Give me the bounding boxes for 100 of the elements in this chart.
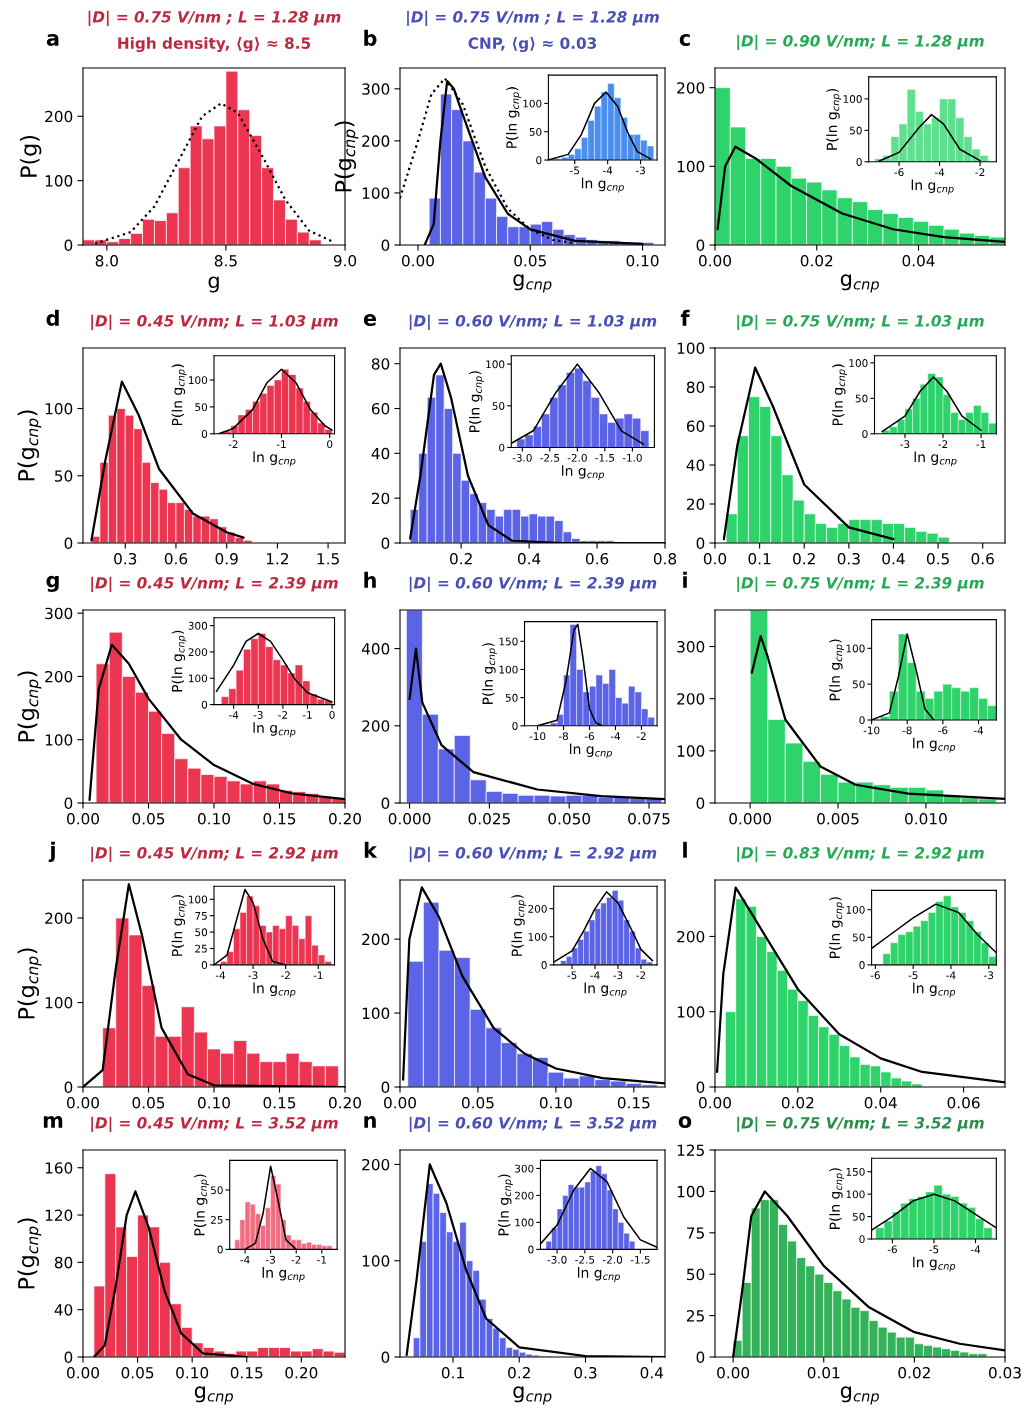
x-tick-label: 0.00 bbox=[67, 812, 99, 825]
x-axis-title: g$_{cnp}$ bbox=[840, 1386, 879, 1405]
x-axis-title: ln g$_{cnp}$ bbox=[913, 982, 956, 998]
x-tick-label: -3 bbox=[900, 440, 910, 449]
x-tick-label: -2.0 bbox=[567, 453, 587, 462]
x-tick-label: 0.2 bbox=[508, 1366, 530, 1379]
x-tick-label: -10 bbox=[863, 726, 880, 735]
x-axis-title: ln g$_{cnp}$ bbox=[253, 722, 296, 738]
y-tick-label: 0 bbox=[859, 961, 865, 969]
y-tick-label: 100 bbox=[45, 734, 73, 746]
x-tick-label: -4 bbox=[946, 971, 956, 980]
x-tick-label: -3 bbox=[253, 711, 263, 719]
x-tick-label: -1.5 bbox=[595, 454, 615, 462]
chart-title: |D| = 0.45 V/nm; L = 2.92 μm bbox=[91, 846, 338, 862]
y-tick-label: 75 bbox=[687, 1227, 704, 1239]
x-tick-label: -3.0 bbox=[512, 453, 532, 462]
y-axis-title: P(ln g$_{cnp}$) bbox=[826, 88, 842, 150]
y-tick-label: 50 bbox=[852, 680, 865, 689]
x-tick-label: -4 bbox=[610, 732, 621, 740]
chart-title: |D| = 0.60 V/nm; L = 1.03 μm bbox=[409, 314, 657, 330]
x-tick-label: 0.00 bbox=[717, 1366, 750, 1379]
x-tick-label: -1 bbox=[302, 711, 312, 719]
chart-title: |D| = 0.75 V/nm; L = 3.52 μm bbox=[737, 1116, 984, 1132]
x-tick-label: 0.00 bbox=[401, 254, 434, 267]
y-tick-label: 100 bbox=[362, 1007, 390, 1020]
x-tick-label: 0.000 bbox=[388, 812, 431, 825]
x-axis-title: g$_{cnp}$ bbox=[194, 1386, 233, 1405]
y-tick-label: 100 bbox=[846, 1190, 865, 1199]
y-tick-label: 200 bbox=[45, 912, 73, 925]
y-axis-title: P(ln g$_{cnp}$) bbox=[506, 87, 521, 148]
x-tick-label: 0.04 bbox=[864, 1096, 897, 1109]
y-tick-label: 0 bbox=[201, 700, 208, 709]
chart-title: |D| = 0.45 V/nm; L = 2.39 μm bbox=[91, 576, 338, 592]
x-axis-title: ln g$_{cnp}$ bbox=[581, 177, 624, 193]
x-tick-label: 0.10 bbox=[198, 812, 230, 825]
y-tick-label: 200 bbox=[362, 720, 390, 732]
y-axis-title: P(g$_{cnp}$) bbox=[17, 410, 42, 481]
x-tick-label: 0.025 bbox=[468, 812, 510, 825]
y-tick-label: 125 bbox=[677, 1144, 704, 1157]
x-axis-title: ln g$_{cnp}$ bbox=[570, 743, 612, 759]
x-tick-label: 0.4 bbox=[640, 1366, 664, 1379]
chart-title: |D| = 0.75 V/nm; L = 2.39 μm bbox=[737, 576, 984, 592]
y-tick-label: 20 bbox=[686, 498, 705, 511]
y-tick-label: 50 bbox=[211, 1186, 223, 1195]
y-tick-label: 25 bbox=[686, 1310, 704, 1322]
y-tick-label: 100 bbox=[362, 187, 390, 199]
x-axis-title: g$_{cnp}$ bbox=[513, 274, 552, 293]
y-tick-label: 200 bbox=[528, 904, 547, 913]
x-tick-label: -3 bbox=[984, 971, 994, 980]
x-tick-label: -3 bbox=[613, 971, 623, 980]
y-tick-label: 0 bbox=[381, 797, 390, 810]
x-tick-label: -5 bbox=[929, 1245, 939, 1254]
y-axis-title: P(ln g$_{cnp}$) bbox=[468, 371, 484, 432]
x-axis-title: g$_{cnp}$ bbox=[840, 274, 879, 293]
y-tick-label: 80 bbox=[686, 381, 705, 394]
x-tick-label: 0.0 bbox=[703, 552, 727, 565]
chart-title: |D| = 0.75 V/nm ; L = 1.28 μm bbox=[407, 10, 659, 26]
text: i bbox=[683, 571, 687, 588]
x-tick-label: 0.9 bbox=[215, 552, 238, 565]
x-tick-label: 0.6 bbox=[585, 552, 609, 565]
text: f bbox=[680, 309, 690, 326]
y-tick-label: 100 bbox=[677, 1185, 705, 1198]
x-tick-label: -6 bbox=[887, 1245, 897, 1254]
x-tick-label: -6 bbox=[938, 726, 948, 735]
y-tick-label: 60 bbox=[686, 420, 705, 433]
x-axis-title: g bbox=[208, 276, 219, 293]
text: l bbox=[683, 841, 687, 858]
x-tick-label: 0.20 bbox=[285, 1366, 318, 1379]
y-tick-label: 0 bbox=[381, 537, 390, 550]
x-tick-label: 0.5 bbox=[926, 552, 949, 565]
x-tick-label: 0.3 bbox=[837, 552, 860, 565]
y-tick-label: 80 bbox=[54, 1256, 73, 1269]
y-tick-label: 50 bbox=[195, 403, 208, 412]
x-tick-label: 0.000 bbox=[729, 812, 772, 825]
y-tick-label: 0 bbox=[64, 797, 73, 810]
y-tick-label: 20 bbox=[371, 492, 390, 505]
y-tick-label: 50 bbox=[855, 394, 868, 403]
y-tick-label: 300 bbox=[45, 607, 73, 620]
x-tick-label: -6 bbox=[870, 971, 880, 980]
y-axis-title: P(ln g$_{cnp}$) bbox=[171, 630, 187, 692]
y-tick-label: 0 bbox=[381, 1081, 390, 1094]
y-tick-label: 50 bbox=[505, 693, 518, 702]
y-tick-label: 100 bbox=[528, 933, 547, 941]
y-tick-label: 50 bbox=[852, 933, 865, 942]
y-tick-label: 0 bbox=[696, 1351, 705, 1364]
x-tick-label: 0.05 bbox=[514, 254, 546, 267]
y-tick-label: 0 bbox=[856, 158, 862, 166]
x-tick-label: -1.5 bbox=[630, 1255, 650, 1264]
x-tick-label: -10 bbox=[529, 732, 546, 741]
x-axis-title: ln g$_{cnp}$ bbox=[253, 451, 296, 467]
x-tick-label: 0.010 bbox=[905, 812, 947, 825]
x-tick-label: 0.06 bbox=[947, 1096, 980, 1109]
x-tick-label: -5 bbox=[570, 166, 580, 175]
y-tick-label: 80 bbox=[371, 358, 390, 370]
x-tick-label: 0.075 bbox=[628, 812, 670, 825]
x-tick-label: 0.6 bbox=[971, 552, 994, 565]
x-tick-label: -8 bbox=[902, 726, 912, 735]
x-tick-label: 0.050 bbox=[548, 812, 591, 825]
y-tick-label: 100 bbox=[45, 175, 73, 187]
x-axis-title: ln g$_{cnp}$ bbox=[562, 465, 605, 481]
